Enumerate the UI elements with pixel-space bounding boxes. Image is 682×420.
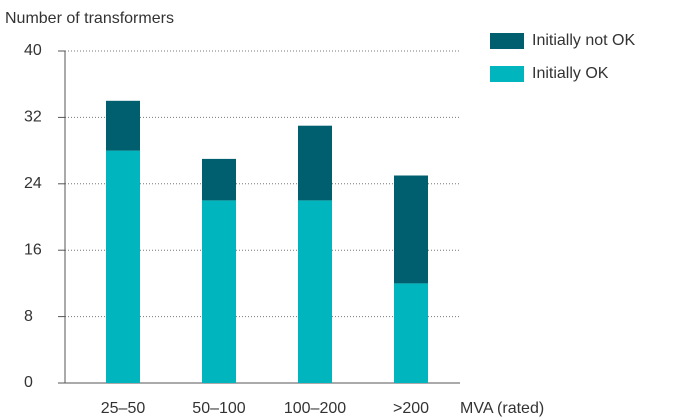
- x-tick-label: >200: [393, 400, 429, 417]
- bar-segment: [106, 100, 140, 151]
- x-tick-label: 100–200: [284, 400, 346, 417]
- y-tick-label: 0: [24, 374, 33, 391]
- y-tick-label: 32: [24, 109, 42, 126]
- bar-segment: [202, 200, 236, 383]
- y-tick-label: 40: [24, 42, 42, 59]
- bar-segment: [202, 158, 236, 201]
- legend-label: Initially not OK: [532, 32, 635, 49]
- bar-segment: [394, 283, 428, 383]
- y-tick-label: 24: [24, 175, 42, 192]
- bar-segment: [298, 125, 332, 201]
- y-tick-label: 8: [24, 308, 33, 325]
- legend-swatch: [490, 66, 524, 82]
- x-tick-label: 25–50: [101, 400, 146, 417]
- y-tick-label: 16: [24, 241, 42, 258]
- legend-label: Initially OK: [532, 65, 609, 82]
- x-tick-label: 50–100: [192, 400, 245, 417]
- bar-segment: [298, 200, 332, 383]
- x-axis-label: MVA (rated): [460, 400, 544, 417]
- legend-swatch: [490, 33, 524, 49]
- bar-segment: [106, 150, 140, 383]
- y-axis-label: Number of transformers: [5, 10, 174, 27]
- bar-segment: [394, 175, 428, 284]
